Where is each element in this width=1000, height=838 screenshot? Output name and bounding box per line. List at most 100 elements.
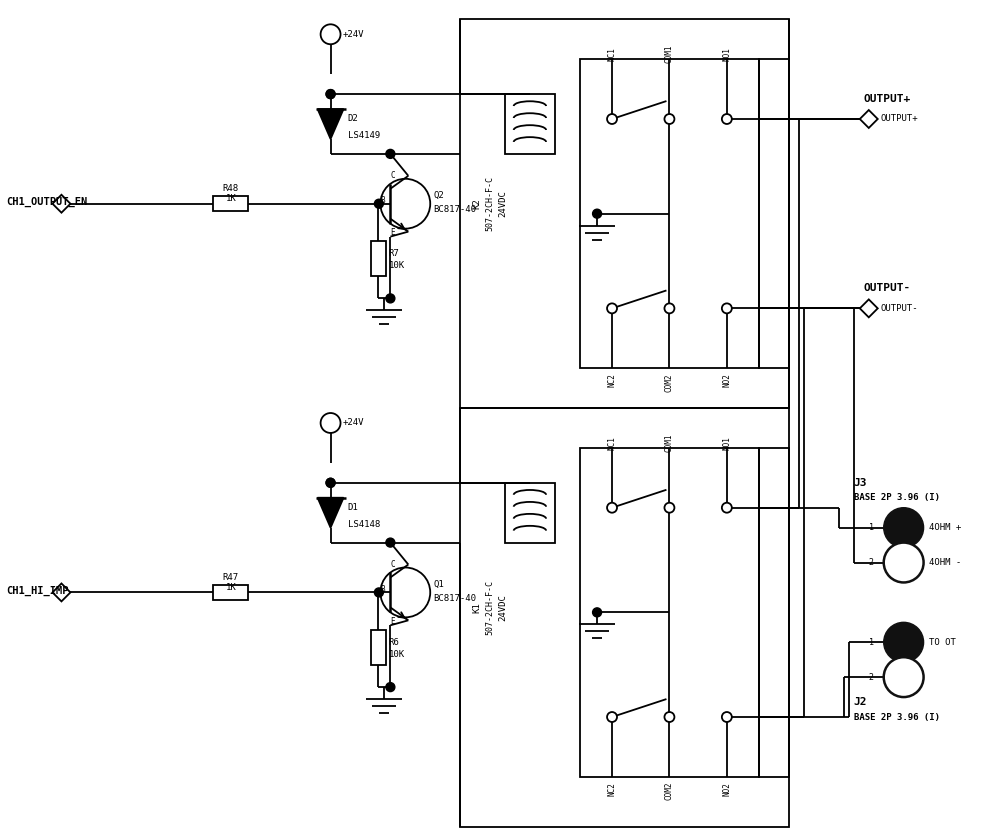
Text: 2: 2 (869, 558, 874, 567)
Text: 1K: 1K (226, 583, 236, 592)
Circle shape (321, 24, 341, 44)
Circle shape (386, 149, 395, 158)
Circle shape (664, 114, 674, 124)
Text: BC817-40: BC817-40 (433, 205, 476, 215)
Text: BASE 2P 3.96 (I): BASE 2P 3.96 (I) (854, 712, 940, 722)
Text: 10K: 10K (388, 649, 404, 659)
Circle shape (607, 114, 617, 124)
Bar (213, 196, 248, 211)
Circle shape (386, 683, 395, 691)
Text: OUTPUT+: OUTPUT+ (864, 94, 911, 104)
Text: 2: 2 (869, 673, 874, 681)
Bar (505, 94, 555, 154)
Text: NO2: NO2 (722, 373, 731, 387)
Text: CH1_HI_IMP: CH1_HI_IMP (7, 585, 69, 596)
Text: E: E (390, 228, 395, 237)
Circle shape (664, 712, 674, 722)
Text: R48: R48 (223, 184, 239, 194)
Text: 507-2CH-F-C: 507-2CH-F-C (485, 580, 494, 635)
Polygon shape (318, 498, 344, 528)
Circle shape (326, 478, 335, 487)
Text: CH1_OUTPUT_EN: CH1_OUTPUT_EN (7, 197, 88, 207)
Text: R6: R6 (388, 638, 399, 647)
Text: BC817-40: BC817-40 (433, 594, 476, 603)
Text: Q2: Q2 (433, 191, 444, 200)
Circle shape (884, 657, 924, 697)
Text: OUTPUT-: OUTPUT- (881, 304, 918, 313)
Circle shape (607, 303, 617, 313)
Circle shape (321, 413, 341, 433)
Circle shape (722, 503, 732, 513)
Bar (213, 585, 248, 600)
Circle shape (386, 294, 395, 303)
Text: B: B (381, 585, 385, 594)
Text: D2: D2 (348, 115, 358, 123)
Text: K2: K2 (472, 199, 481, 210)
Text: OUTPUT-: OUTPUT- (864, 283, 911, 293)
Polygon shape (318, 109, 344, 139)
Circle shape (607, 503, 617, 513)
Text: NO2: NO2 (722, 782, 731, 795)
Circle shape (326, 90, 335, 99)
Text: 24VDC: 24VDC (498, 190, 507, 217)
Text: R7: R7 (388, 249, 399, 258)
Circle shape (722, 712, 732, 722)
Text: TO OT: TO OT (929, 638, 955, 647)
Text: J3: J3 (854, 478, 867, 488)
Text: 24VDC: 24VDC (498, 594, 507, 621)
Circle shape (884, 542, 924, 582)
Text: NC2: NC2 (608, 373, 617, 387)
Circle shape (374, 588, 383, 597)
Text: NO1: NO1 (722, 436, 731, 450)
Text: +24V: +24V (343, 418, 364, 427)
Circle shape (884, 508, 924, 547)
Text: NC1: NC1 (608, 436, 617, 450)
Text: COM1: COM1 (665, 434, 674, 453)
Text: D1: D1 (348, 503, 358, 512)
Text: B: B (381, 196, 385, 205)
Circle shape (664, 303, 674, 313)
Bar (580, 59, 759, 368)
Text: 507-2CH-F-C: 507-2CH-F-C (485, 176, 494, 231)
Text: C: C (390, 560, 395, 569)
Text: +24V: +24V (343, 30, 364, 39)
Bar (371, 241, 386, 276)
Text: COM1: COM1 (665, 45, 674, 64)
Circle shape (593, 608, 602, 617)
Circle shape (664, 503, 674, 513)
Bar (460, 19, 789, 408)
Text: 1: 1 (869, 523, 874, 532)
Bar (460, 408, 789, 826)
Text: 4OHM +: 4OHM + (929, 523, 961, 532)
Text: BASE 2P 3.96 (I): BASE 2P 3.96 (I) (854, 494, 940, 502)
Circle shape (884, 623, 924, 662)
Text: 10K: 10K (388, 261, 404, 270)
Text: NO1: NO1 (722, 47, 731, 61)
Text: COM2: COM2 (665, 782, 674, 800)
Bar (505, 483, 555, 542)
Text: R47: R47 (223, 573, 239, 582)
Bar (759, 59, 789, 368)
Text: 4OHM -: 4OHM - (929, 558, 961, 567)
Circle shape (593, 210, 602, 218)
Circle shape (722, 303, 732, 313)
Text: J2: J2 (854, 697, 867, 707)
Circle shape (374, 199, 383, 208)
Text: NC1: NC1 (608, 47, 617, 61)
Text: NC2: NC2 (608, 782, 617, 795)
Text: C: C (390, 171, 395, 180)
Text: LS4148: LS4148 (348, 520, 380, 529)
Text: K1: K1 (472, 602, 481, 613)
Text: OUTPUT+: OUTPUT+ (881, 115, 918, 123)
Text: LS4149: LS4149 (348, 132, 380, 141)
Text: E: E (390, 617, 395, 626)
Text: COM2: COM2 (665, 373, 674, 391)
Circle shape (722, 114, 732, 124)
Text: 1: 1 (869, 638, 874, 647)
Bar (371, 630, 386, 665)
Bar (759, 447, 789, 777)
Circle shape (326, 90, 335, 99)
Circle shape (607, 712, 617, 722)
Bar (580, 447, 759, 777)
Circle shape (386, 538, 395, 547)
